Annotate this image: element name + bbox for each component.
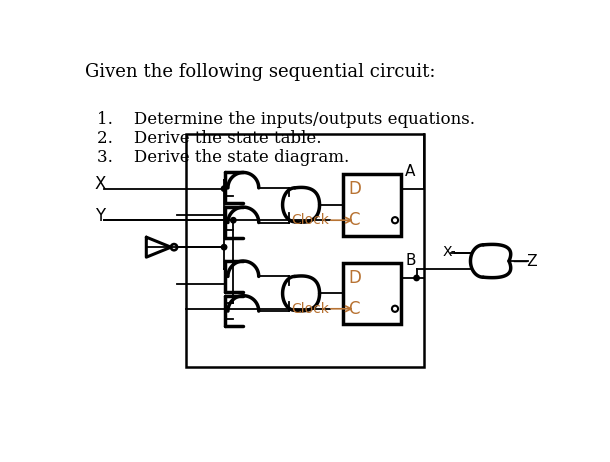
Circle shape — [221, 244, 227, 250]
Text: X: X — [95, 175, 106, 193]
Text: Clock: Clock — [291, 213, 329, 227]
Text: A: A — [405, 164, 415, 179]
Text: Y: Y — [95, 207, 105, 225]
Text: Given the following sequential circuit:: Given the following sequential circuit: — [85, 63, 436, 81]
Bar — [343, 262, 401, 324]
Text: C: C — [348, 211, 359, 229]
Text: C: C — [348, 300, 359, 318]
Text: D: D — [348, 269, 361, 287]
Circle shape — [414, 275, 419, 280]
Text: B: B — [405, 253, 415, 268]
Text: X-: X- — [443, 245, 457, 259]
Text: Clock: Clock — [291, 302, 329, 316]
Text: 2.    Derive the state table.: 2. Derive the state table. — [97, 130, 321, 147]
Text: —Z: —Z — [512, 254, 537, 268]
Text: D: D — [348, 181, 361, 198]
Bar — [343, 174, 401, 236]
Bar — [185, 134, 425, 366]
Text: 3.    Derive the state diagram.: 3. Derive the state diagram. — [97, 149, 350, 166]
Circle shape — [221, 186, 227, 191]
Circle shape — [231, 218, 236, 223]
Text: 1.    Determine the inputs/outputs equations.: 1. Determine the inputs/outputs equation… — [97, 111, 475, 128]
